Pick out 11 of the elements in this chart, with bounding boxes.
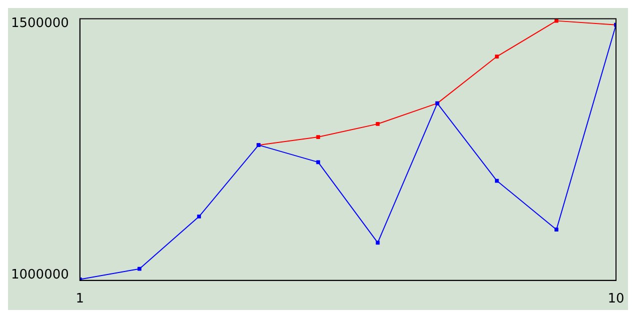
y-tick-label: 1500000 bbox=[10, 16, 69, 32]
point bbox=[494, 54, 499, 58]
y-tick-label: 1000000 bbox=[10, 268, 69, 283]
point bbox=[197, 214, 201, 218]
point bbox=[494, 178, 499, 183]
point bbox=[138, 266, 142, 271]
point bbox=[554, 228, 558, 232]
x-tick-label: 1 bbox=[76, 292, 84, 307]
x-tick-label: 10 bbox=[608, 292, 624, 307]
point bbox=[376, 122, 380, 126]
point bbox=[316, 135, 320, 139]
